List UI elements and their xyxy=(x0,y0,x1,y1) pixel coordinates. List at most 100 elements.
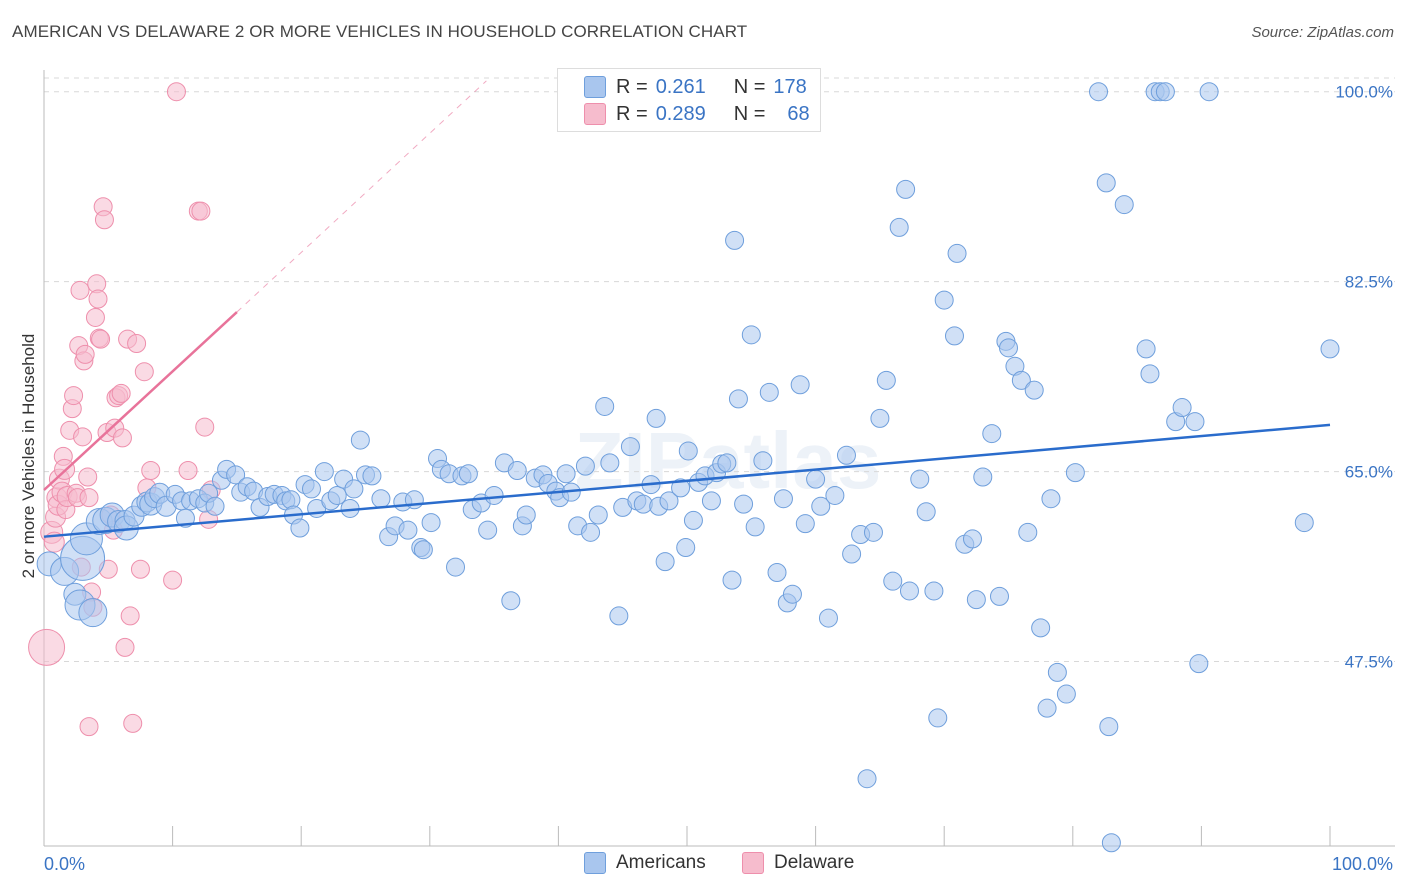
y-tick-label: 47.5% xyxy=(1345,652,1393,671)
delaware-point xyxy=(70,280,90,300)
americans-point xyxy=(516,505,536,525)
americans-r-value: 0.261 xyxy=(655,75,706,98)
delaware-point xyxy=(130,559,150,579)
americans-point xyxy=(842,544,862,564)
americans-point xyxy=(314,462,334,482)
delaware-point xyxy=(111,383,131,403)
americans-point xyxy=(1089,82,1109,102)
delaware-point xyxy=(78,467,98,487)
delaware-n-value: 68 xyxy=(787,102,810,125)
americans-point xyxy=(327,485,347,505)
americans-point xyxy=(676,538,696,558)
americans-point xyxy=(1011,370,1031,390)
americans-point xyxy=(982,424,1002,444)
americans-point xyxy=(362,466,382,486)
delaware-point xyxy=(94,210,114,230)
y-tick-label: 65.0% xyxy=(1345,463,1393,482)
delaware-legend-swatch xyxy=(742,852,764,874)
americans-n-value: 178 xyxy=(773,75,807,98)
americans-point xyxy=(870,408,890,428)
americans-point xyxy=(78,598,108,628)
americans-point xyxy=(863,522,883,542)
chart-title: AMERICAN VS DELAWARE 2 OR MORE VEHICLES … xyxy=(12,22,748,41)
americans-point xyxy=(600,453,620,473)
americans-point xyxy=(928,708,948,728)
americans-trend-line xyxy=(43,423,1331,538)
americans-point xyxy=(857,769,877,789)
axes xyxy=(43,70,1395,847)
americans-point xyxy=(1065,463,1085,483)
delaware-point xyxy=(64,386,84,406)
trend-lines xyxy=(43,80,1331,538)
americans-point xyxy=(825,485,845,505)
americans-point xyxy=(889,217,909,237)
grid-lines xyxy=(44,77,1395,662)
americans-point xyxy=(1047,662,1067,682)
delaware-point xyxy=(163,570,183,590)
americans-point xyxy=(398,520,418,540)
americans-point xyxy=(725,230,745,250)
delaware-point xyxy=(28,628,66,666)
americans-point xyxy=(671,478,691,498)
americans-point xyxy=(876,370,896,390)
americans-point xyxy=(655,552,675,572)
americans-point xyxy=(678,441,698,461)
americans-point xyxy=(753,451,773,471)
series-legend-americans: Americans xyxy=(584,852,706,874)
delaware-r-label: R = xyxy=(616,102,648,125)
americans-point xyxy=(1199,82,1219,102)
americans-point xyxy=(588,505,608,525)
americans-n-label: N = xyxy=(733,75,766,98)
delaware-n-label: N = xyxy=(733,102,766,125)
americans-point xyxy=(344,479,364,499)
americans-point xyxy=(446,557,466,577)
delaware-point xyxy=(141,460,161,480)
delaware-point xyxy=(166,82,186,102)
americans-point xyxy=(717,453,737,473)
americans-point xyxy=(966,590,986,610)
y-tick-label: 82.5% xyxy=(1345,273,1393,292)
stats-legend: R = 0.261 N = 178 R = 0.289 N = 68 xyxy=(557,68,821,132)
delaware-legend-label: Delaware xyxy=(774,852,855,873)
americans-point xyxy=(745,517,765,537)
delaware-point xyxy=(191,201,211,221)
americans-point xyxy=(989,586,1009,606)
series-legend-delaware: Delaware xyxy=(742,852,854,874)
americans-point xyxy=(507,460,527,480)
americans-point xyxy=(722,570,742,590)
delaware-point xyxy=(85,307,105,327)
americans-point xyxy=(910,469,930,489)
legend-row-delaware: R = 0.289 N = 68 xyxy=(584,101,810,127)
americans-point xyxy=(620,437,640,457)
y-axis-title: 2 or more Vehicles in Household xyxy=(19,334,38,579)
delaware-trend-line xyxy=(43,311,238,491)
americans-point xyxy=(1114,195,1134,215)
americans-point xyxy=(413,540,433,560)
americans-point xyxy=(1140,364,1160,384)
delaware-point xyxy=(115,637,135,657)
americans-point xyxy=(1024,380,1044,400)
delaware-point xyxy=(123,713,143,733)
axis-labels: 47.5% 65.0% 82.5% 100.0% 0.0% 100.0% 2 or more… xyxy=(19,83,1393,874)
delaware-point xyxy=(127,333,147,353)
americans-point xyxy=(421,513,441,533)
source-label: Source: ZipAtlas.com xyxy=(1251,24,1394,41)
americans-point xyxy=(734,494,754,514)
americans-point xyxy=(806,469,826,489)
americans-point xyxy=(609,606,629,626)
americans-point xyxy=(790,375,810,395)
x-tick-label-min: 0.0% xyxy=(44,854,85,874)
delaware-point xyxy=(73,427,93,447)
americans-legend-label: Americans xyxy=(616,852,706,873)
americans-point xyxy=(290,518,310,538)
americans-point xyxy=(1031,618,1051,638)
americans-point xyxy=(646,408,666,428)
americans-point xyxy=(1155,82,1175,102)
americans-point xyxy=(728,389,748,409)
americans-point xyxy=(916,502,936,522)
americans-point xyxy=(595,396,615,416)
americans-point xyxy=(701,491,721,511)
delaware-point xyxy=(112,428,132,448)
americans-point xyxy=(1056,684,1076,704)
y-tick-label: 100.0% xyxy=(1335,83,1393,102)
